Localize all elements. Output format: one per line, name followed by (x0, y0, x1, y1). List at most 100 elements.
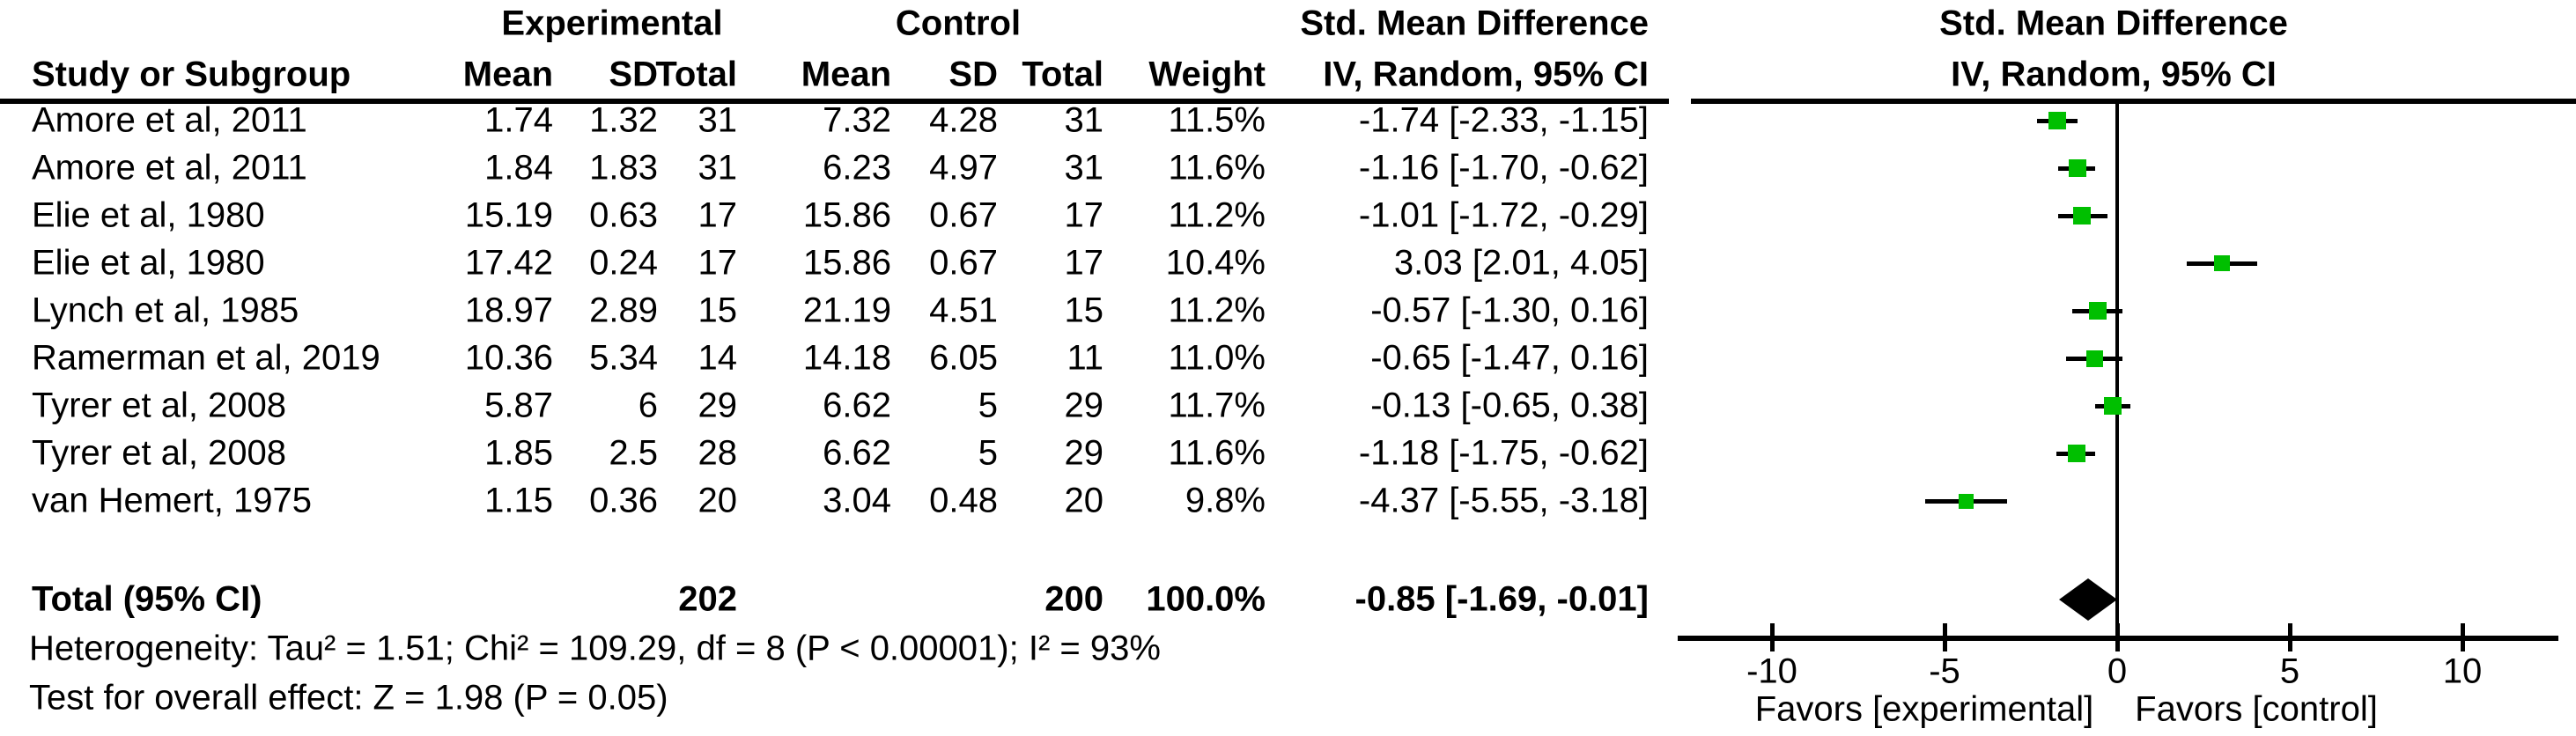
study-weight: 11.6% (1168, 433, 1266, 473)
study-sd-e: 0.24 (589, 243, 658, 283)
study-sd-e: 0.63 (589, 195, 658, 235)
col-header-exp-sd: SD (609, 55, 658, 94)
study-weight: 11.6% (1168, 148, 1266, 188)
study-sd-c: 5 (978, 433, 998, 473)
study-mean-c: 3.04 (823, 481, 891, 520)
col-header-iv-table: IV, Random, 95% CI (1323, 55, 1649, 94)
axis-tick (2115, 623, 2120, 651)
total-weight: 100.0% (1146, 579, 1266, 619)
study-n-e: 29 (698, 386, 738, 425)
study-weight: 11.0% (1168, 338, 1266, 378)
axis-tick (2288, 623, 2292, 651)
study-ci: -1.16 [-1.70, -0.62] (1358, 148, 1649, 188)
effect-square (2068, 445, 2085, 462)
effect-square (2104, 397, 2122, 415)
study-ci: -4.37 [-5.55, -3.18] (1358, 481, 1649, 520)
study-sd-c: 4.97 (929, 148, 998, 188)
effect-square (2048, 112, 2066, 129)
study-n-e: 15 (698, 291, 738, 330)
group-header-experimental: Experimental (501, 4, 723, 43)
total-ctl-n: 200 (1044, 579, 1103, 619)
study-weight: 9.8% (1185, 481, 1266, 520)
study-mean-e: 1.85 (484, 433, 553, 473)
group-header-control: Control (895, 4, 1022, 43)
axis-tick-label: 0 (2107, 651, 2128, 691)
study-n-e: 20 (698, 481, 738, 520)
study-sd-e: 1.83 (589, 148, 658, 188)
study-mean-e: 1.15 (484, 481, 553, 520)
study-name: Tyrer et al, 2008 (32, 386, 287, 425)
smd-table-title: Std. Mean Difference (1300, 4, 1649, 43)
study-ci: -0.65 [-1.47, 0.16] (1370, 338, 1649, 378)
zero-line (2115, 104, 2119, 638)
study-n-e: 28 (698, 433, 738, 473)
study-n-c: 31 (1064, 148, 1104, 188)
study-sd-c: 4.28 (929, 100, 998, 140)
study-sd-c: 5 (978, 386, 998, 425)
study-mean-e: 1.74 (484, 100, 553, 140)
study-mean-e: 17.42 (464, 243, 553, 283)
study-n-e: 17 (698, 243, 738, 283)
study-n-e: 31 (698, 100, 738, 140)
col-header-iv-plot: IV, Random, 95% CI (1951, 55, 2277, 94)
study-name: Elie et al, 1980 (32, 243, 265, 283)
study-n-e: 31 (698, 148, 738, 188)
study-name: Amore et al, 2011 (32, 148, 307, 188)
study-n-c: 20 (1064, 481, 1104, 520)
col-header-ctl-total: Total (1022, 55, 1103, 94)
study-n-c: 11 (1067, 338, 1103, 378)
study-n-c: 29 (1064, 433, 1104, 473)
col-header-ctl-mean: Mean (801, 55, 891, 94)
study-sd-e: 2.5 (609, 433, 658, 473)
study-mean-c: 21.19 (802, 291, 891, 330)
study-mean-c: 6.23 (823, 148, 891, 188)
study-mean-c: 6.62 (823, 433, 891, 473)
plot-header-rule (1691, 99, 2576, 104)
col-header-study: Study or Subgroup (32, 55, 351, 94)
effect-square (2214, 255, 2230, 271)
study-sd-e: 5.34 (589, 338, 658, 378)
study-ci: 3.03 [2.01, 4.05] (1393, 243, 1649, 283)
study-name: Lynch et al, 1985 (32, 291, 299, 330)
study-name: Ramerman et al, 2019 (32, 338, 380, 378)
study-name: Amore et al, 2011 (32, 100, 307, 140)
study-mean-c: 6.62 (823, 386, 891, 425)
study-ci: -1.01 [-1.72, -0.29] (1358, 195, 1649, 235)
effect-square (2073, 207, 2091, 224)
study-n-e: 17 (698, 195, 738, 235)
study-n-c: 31 (1064, 100, 1104, 140)
study-mean-c: 14.18 (802, 338, 891, 378)
axis-tick-label: 10 (2442, 651, 2483, 691)
col-header-exp-total: Total (655, 55, 737, 94)
study-sd-c: 0.67 (929, 243, 998, 283)
study-sd-c: 6.05 (929, 338, 998, 378)
study-sd-e: 2.89 (589, 291, 658, 330)
study-mean-c: 15.86 (802, 195, 891, 235)
pooled-diamond (2059, 578, 2117, 621)
effect-square (2086, 350, 2103, 367)
effect-square (2089, 302, 2107, 320)
study-weight: 10.4% (1165, 243, 1266, 283)
study-n-c: 17 (1064, 195, 1104, 235)
study-mean-c: 15.86 (802, 243, 891, 283)
study-n-e: 14 (698, 338, 738, 378)
col-header-weight: Weight (1148, 55, 1266, 94)
favors-control-label: Favors [control] (2135, 689, 2378, 729)
effect-square (1959, 493, 1974, 509)
study-sd-c: 0.48 (929, 481, 998, 520)
study-name: Tyrer et al, 2008 (32, 433, 287, 473)
study-ci: -1.18 [-1.75, -0.62] (1358, 433, 1649, 473)
study-weight: 11.5% (1168, 100, 1266, 140)
axis-tick-label: -5 (1929, 651, 1960, 691)
study-mean-e: 10.36 (464, 338, 553, 378)
study-sd-c: 4.51 (929, 291, 998, 330)
study-n-c: 17 (1064, 243, 1104, 283)
table-header-rule (0, 99, 1669, 104)
study-weight: 11.7% (1168, 386, 1266, 425)
study-sd-e: 0.36 (589, 481, 658, 520)
study-name: van Hemert, 1975 (32, 481, 312, 520)
study-ci: -0.13 [-0.65, 0.38] (1370, 386, 1649, 425)
col-header-exp-mean: Mean (462, 55, 553, 94)
study-n-c: 15 (1064, 291, 1104, 330)
